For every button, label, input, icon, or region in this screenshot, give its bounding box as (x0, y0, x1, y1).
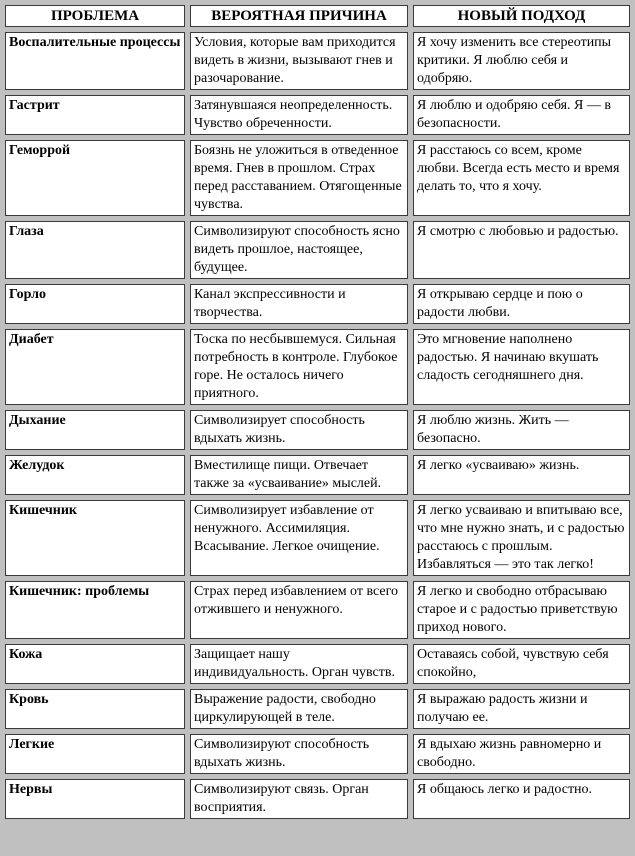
problem-cell: Легкие (5, 734, 185, 774)
table-row: Горло Канал экспрессивности и творчества.… (5, 284, 630, 324)
problem-cell: Горло (5, 284, 185, 324)
approach-cell: Я легко усваиваю и впитываю все, что мне… (413, 500, 630, 576)
table-row: Желудок Вместилище пищи. Отвечает также з… (5, 455, 630, 495)
cause-cell: Символизируют связь. Орган восприятия. (190, 779, 408, 819)
header-problem: ПРОБЛЕМА (5, 5, 185, 27)
approach-cell: Я вдыхаю жизнь равномерно и свободно. (413, 734, 630, 774)
table-row: Геморрой Боязнь не уложиться в отведенное… (5, 140, 630, 216)
cause-cell: Выражение радости, свободно циркулирующе… (190, 689, 408, 729)
table-row: Дыхание Символизирует способность вдыхать… (5, 410, 630, 450)
approach-cell: Я легко и свободно отбрасываю старое и с… (413, 581, 630, 639)
problem-cell: Нервы (5, 779, 185, 819)
cause-cell: Символизирует избавление от ненужного. А… (190, 500, 408, 576)
table-row: Кожа Защищает нашу индивидуальность. Орга… (5, 644, 630, 684)
approach-cell: Я смотрю с любовью и радостью. (413, 221, 630, 279)
approach-cell: Я открываю сердце и пою о радости любви. (413, 284, 630, 324)
approach-cell: Оставаясь собой, чувствую себя спокойно, (413, 644, 630, 684)
problem-cell: Кишечник: проблемы (5, 581, 185, 639)
header-cause: ВЕРОЯТНАЯ ПРИЧИНА (190, 5, 408, 27)
problem-cell: Кровь (5, 689, 185, 729)
table-row: Глаза Символизируют способность ясно виде… (5, 221, 630, 279)
problem-cell: Геморрой (5, 140, 185, 216)
affirmations-table: ПРОБЛЕМА ВЕРОЯТНАЯ ПРИЧИНА НОВЫЙ ПОДХОД … (5, 5, 630, 819)
cause-cell: Символизируют способность вдыхать жизнь. (190, 734, 408, 774)
cause-cell: Условия, которые вам приходится видеть в… (190, 32, 408, 90)
cause-cell: Символизирует способность вдыхать жизнь. (190, 410, 408, 450)
table-row: Кишечник: проблемы Страх перед избавление… (5, 581, 630, 639)
table-row: Воспалительные процессы Условия, которые … (5, 32, 630, 90)
problem-cell: Воспалительные процессы (5, 32, 185, 90)
cause-cell: Затянувшаяся неопределенность. Чувство о… (190, 95, 408, 135)
cause-cell: Тоска по несбывшемуся. Сильная потребнос… (190, 329, 408, 405)
approach-cell: Я общаюсь легко и радостно. (413, 779, 630, 819)
table-row: Нервы Символизируют связь. Орган восприят… (5, 779, 630, 819)
table-row: Кишечник Символизирует избавление от нену… (5, 500, 630, 576)
cause-cell: Вместилище пищи. Отвечает также за «усва… (190, 455, 408, 495)
table-body: Воспалительные процессы Условия, которые … (5, 32, 630, 819)
problem-cell: Кишечник (5, 500, 185, 576)
cause-cell: Канал экспрессивности и творчества. (190, 284, 408, 324)
header-approach: НОВЫЙ ПОДХОД (413, 5, 630, 27)
cause-cell: Символизируют способность ясно видеть пр… (190, 221, 408, 279)
problem-cell: Гастрит (5, 95, 185, 135)
problem-cell: Глаза (5, 221, 185, 279)
approach-cell: Это мгновение наполнено радостью. Я начи… (413, 329, 630, 405)
table-row: Диабет Тоска по несбывшемуся. Сильная пот… (5, 329, 630, 405)
approach-cell: Я легко «усваиваю» жизнь. (413, 455, 630, 495)
cause-cell: Боязнь не уложиться в отведенное время. … (190, 140, 408, 216)
approach-cell: Я люблю жизнь. Жить — безопасно. (413, 410, 630, 450)
problem-cell: Диабет (5, 329, 185, 405)
approach-cell: Я расстаюсь со всем, кроме любви. Всегда… (413, 140, 630, 216)
cause-cell: Страх перед избавлением от всего отживше… (190, 581, 408, 639)
table-header-row: ПРОБЛЕМА ВЕРОЯТНАЯ ПРИЧИНА НОВЫЙ ПОДХОД (5, 5, 630, 27)
approach-cell: Я люблю и одобряю себя. Я — в безопаснос… (413, 95, 630, 135)
table-row: Гастрит Затянувшаяся неопределенность. Чу… (5, 95, 630, 135)
problem-cell: Кожа (5, 644, 185, 684)
approach-cell: Я выражаю радость жизни и получаю ее. (413, 689, 630, 729)
table-row: Легкие Символизируют способность вдыхать … (5, 734, 630, 774)
approach-cell: Я хочу изменить все стереотипы критики. … (413, 32, 630, 90)
cause-cell: Защищает нашу индивидуальность. Орган чу… (190, 644, 408, 684)
problem-cell: Желудок (5, 455, 185, 495)
table-row: Кровь Выражение радости, свободно циркули… (5, 689, 630, 729)
problem-cell: Дыхание (5, 410, 185, 450)
